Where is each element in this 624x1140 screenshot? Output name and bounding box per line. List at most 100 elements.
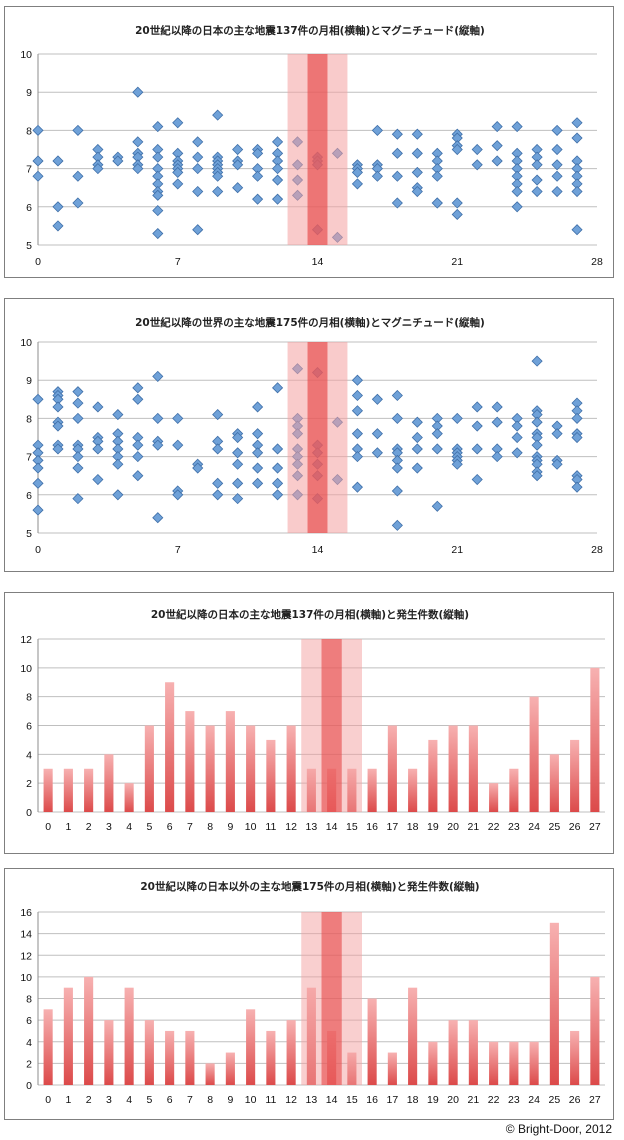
x-tick-label: 14 bbox=[326, 1094, 338, 1106]
data-point bbox=[431, 500, 443, 512]
y-tick-label: 8 bbox=[26, 413, 32, 425]
bar bbox=[590, 667, 600, 812]
bar bbox=[549, 754, 559, 812]
data-point bbox=[431, 443, 443, 455]
data-point bbox=[152, 205, 164, 217]
data-point bbox=[491, 451, 503, 463]
data-point bbox=[272, 489, 284, 501]
data-point bbox=[371, 447, 383, 459]
data-point bbox=[152, 121, 164, 133]
data-point bbox=[391, 197, 403, 209]
data-point bbox=[252, 193, 264, 205]
data-point bbox=[112, 489, 124, 501]
data-point bbox=[431, 170, 443, 182]
bar bbox=[570, 739, 580, 812]
data-point bbox=[351, 451, 363, 463]
data-point bbox=[411, 443, 423, 455]
highlight-band-inner bbox=[321, 639, 342, 812]
y-tick-label: 6 bbox=[26, 1015, 32, 1027]
data-point bbox=[172, 178, 184, 190]
y-tick-label: 6 bbox=[26, 721, 32, 733]
data-point bbox=[531, 355, 543, 367]
data-point bbox=[252, 428, 264, 440]
data-point bbox=[52, 401, 64, 413]
bar bbox=[84, 768, 94, 812]
data-point bbox=[212, 489, 224, 501]
data-point bbox=[152, 512, 164, 524]
data-point bbox=[192, 163, 204, 175]
data-point bbox=[192, 185, 204, 198]
data-point bbox=[72, 493, 84, 505]
data-point bbox=[371, 124, 383, 136]
chart-japan-count: 20世紀以降の日本の主な地震137件の月相(横軸)と発生件数(縦軸)024681… bbox=[20, 608, 605, 833]
data-point bbox=[411, 128, 423, 140]
data-point bbox=[212, 185, 224, 198]
data-point bbox=[391, 128, 403, 140]
data-point bbox=[551, 124, 563, 136]
bar bbox=[448, 725, 458, 812]
x-tick-label: 25 bbox=[549, 821, 561, 833]
data-point bbox=[411, 416, 423, 428]
bar bbox=[246, 1009, 256, 1085]
x-tick-label: 7 bbox=[187, 821, 193, 833]
data-point bbox=[511, 201, 523, 213]
data-point bbox=[451, 412, 463, 424]
x-tick-label: 9 bbox=[227, 821, 233, 833]
x-tick-label: 18 bbox=[407, 821, 419, 833]
x-tick-label: 10 bbox=[245, 1094, 257, 1106]
bar bbox=[387, 1052, 397, 1085]
data-point bbox=[471, 473, 483, 486]
chart-title: 20世紀以降の日本の主な地震137件の月相(横軸)と発生件数(縦軸) bbox=[151, 608, 469, 621]
data-point bbox=[351, 389, 363, 402]
copyright-text: © Bright-Door, 2012 bbox=[505, 1122, 612, 1136]
chart-panel-1: 20世紀以降の日本の主な地震137件の月相(横軸)とマグニチュード(縦軸) 5 6 7… bbox=[4, 6, 614, 278]
y-tick-label: 8 bbox=[26, 692, 32, 704]
x-tick-label: 11 bbox=[265, 821, 276, 833]
data-point bbox=[272, 382, 284, 394]
data-point bbox=[52, 420, 64, 432]
data-point bbox=[172, 166, 184, 178]
data-point bbox=[72, 170, 84, 182]
data-point bbox=[411, 147, 423, 159]
data-point bbox=[571, 132, 583, 144]
x-tick-label: 22 bbox=[488, 1094, 500, 1106]
x-tick-label: 27 bbox=[589, 821, 601, 833]
x-tick-label: 5 bbox=[146, 1094, 152, 1106]
data-point bbox=[252, 447, 264, 459]
data-point bbox=[212, 109, 224, 121]
data-point bbox=[212, 170, 224, 182]
x-tick-label: 26 bbox=[569, 1094, 581, 1106]
data-point bbox=[571, 224, 583, 236]
highlight-band-inner bbox=[307, 54, 328, 245]
data-point bbox=[272, 462, 284, 474]
y-tick-label: 16 bbox=[20, 907, 32, 919]
data-point bbox=[551, 159, 563, 171]
bar bbox=[549, 922, 559, 1085]
chart-title: 20世紀以降の日本以外の主な地震175件の月相(横軸)と発生件数(縦軸) bbox=[140, 880, 479, 893]
chart-panel-3: 20世紀以降の日本の主な地震137件の月相(横軸)と発生件数(縦軸) 0 2 4 6 8 1… bbox=[4, 592, 614, 854]
y-tick-label: 10 bbox=[20, 663, 32, 675]
data-point bbox=[451, 143, 463, 156]
data-point bbox=[511, 420, 523, 432]
y-tick-label: 9 bbox=[26, 87, 32, 99]
data-point bbox=[112, 458, 124, 470]
data-point bbox=[32, 462, 44, 474]
data-point bbox=[391, 485, 403, 497]
data-point bbox=[272, 136, 284, 148]
y-tick-label: 14 bbox=[20, 929, 32, 941]
data-point bbox=[52, 155, 64, 167]
y-tick-label: 6 bbox=[26, 490, 32, 502]
x-tick-label: 5 bbox=[146, 821, 152, 833]
data-point bbox=[351, 166, 363, 178]
data-point bbox=[391, 462, 403, 474]
y-tick-label: 8 bbox=[26, 125, 32, 137]
y-tick-label: 12 bbox=[20, 634, 32, 646]
data-point bbox=[491, 155, 503, 167]
data-point bbox=[471, 443, 483, 455]
bar bbox=[43, 768, 53, 812]
data-point bbox=[232, 458, 244, 470]
data-point bbox=[252, 462, 264, 474]
x-tick-label: 17 bbox=[387, 1094, 399, 1106]
bar bbox=[104, 1020, 114, 1085]
data-point bbox=[391, 170, 403, 182]
